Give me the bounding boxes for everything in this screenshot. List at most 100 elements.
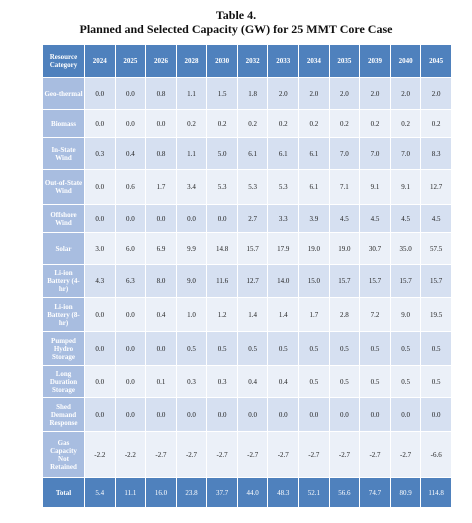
cell: 0.2 bbox=[175, 109, 208, 138]
cell: -2.7 bbox=[145, 431, 177, 478]
header-cell: 2035 bbox=[328, 44, 361, 78]
row-label: Long Duration Storage bbox=[42, 365, 85, 398]
row-label: Biomass bbox=[42, 109, 85, 138]
cell: 0.6 bbox=[114, 169, 147, 205]
cell: 0.0 bbox=[84, 331, 116, 366]
cell: 0.5 bbox=[298, 331, 330, 366]
cell: 15.7 bbox=[359, 264, 391, 298]
cell: 0.0 bbox=[84, 169, 116, 205]
cell: 1.1 bbox=[175, 77, 208, 110]
cell: 16.0 bbox=[145, 477, 177, 508]
cell: 2.0 bbox=[420, 77, 452, 110]
cell: 4.3 bbox=[84, 264, 116, 298]
cell: 11.1 bbox=[114, 477, 147, 508]
cell: 30.7 bbox=[359, 232, 391, 265]
cell: 6.1 bbox=[236, 137, 269, 170]
cell: 0.0 bbox=[84, 204, 116, 233]
cell: 5.4 bbox=[84, 477, 116, 508]
cell: 9.1 bbox=[389, 169, 422, 205]
cell: 56.6 bbox=[328, 477, 361, 508]
cell: 0.0 bbox=[389, 397, 422, 432]
cell: 0.0 bbox=[84, 297, 116, 332]
cell: 0.0 bbox=[114, 297, 147, 332]
header-cell: 2034 bbox=[298, 44, 330, 78]
cell: 80.9 bbox=[389, 477, 422, 508]
row-label: Gas Capacity Not Retained bbox=[42, 431, 85, 478]
cell: 0.0 bbox=[84, 77, 116, 110]
cell: 6.1 bbox=[298, 137, 330, 170]
cell: 0.4 bbox=[145, 297, 177, 332]
row-label: Solar bbox=[42, 232, 85, 265]
cell: 14.0 bbox=[267, 264, 300, 298]
cell: -6.6 bbox=[420, 431, 452, 478]
cell: 15.7 bbox=[420, 264, 452, 298]
cell: 1.0 bbox=[175, 297, 208, 332]
cell: 0.0 bbox=[84, 397, 116, 432]
cell: 15.7 bbox=[389, 264, 422, 298]
row-label: Total bbox=[42, 477, 85, 508]
header-cell: 2028 bbox=[175, 44, 208, 78]
cell: 0.0 bbox=[114, 77, 147, 110]
cell: 0.0 bbox=[206, 204, 238, 233]
cell: 0.4 bbox=[267, 365, 300, 398]
cell: 0.5 bbox=[420, 331, 452, 366]
cell: 0.5 bbox=[328, 365, 361, 398]
cell: 74.7 bbox=[359, 477, 391, 508]
cell: 0.5 bbox=[236, 331, 269, 366]
cell: 2.0 bbox=[267, 77, 300, 110]
cell: -2.7 bbox=[389, 431, 422, 478]
cell: 12.7 bbox=[420, 169, 452, 205]
cell: 0.0 bbox=[236, 397, 269, 432]
cell: -2.7 bbox=[236, 431, 269, 478]
cell: 0.0 bbox=[84, 365, 116, 398]
row-label: Shed Demand Response bbox=[42, 397, 85, 432]
cell: 9.1 bbox=[359, 169, 391, 205]
cell: 0.5 bbox=[359, 331, 391, 366]
table-number: Table 4. bbox=[215, 8, 257, 22]
header-row: Resource Category 2024 2025 2026 2028 2030 203… bbox=[42, 44, 452, 78]
header-cell: 2030 bbox=[206, 44, 238, 78]
cell: 0.0 bbox=[145, 109, 177, 138]
cell: 17.9 bbox=[267, 232, 300, 265]
cell: 0.0 bbox=[114, 331, 147, 366]
header-cell: 2026 bbox=[145, 44, 177, 78]
data-row: Out-of-State Wind 0.0 0.6 1.7 3.4 5.3 5.3 5.3 6.… bbox=[42, 169, 452, 205]
cell: 2.0 bbox=[328, 77, 361, 110]
cell: 0.5 bbox=[206, 331, 238, 366]
header-cell: 2033 bbox=[267, 44, 300, 78]
cell: 35.0 bbox=[389, 232, 422, 265]
cell: 57.5 bbox=[420, 232, 452, 265]
cell: 114.8 bbox=[420, 477, 452, 508]
cell: 0.3 bbox=[175, 365, 208, 398]
header-cell: 2045 bbox=[420, 44, 452, 78]
cell: 0.5 bbox=[359, 365, 391, 398]
cell: 0.0 bbox=[114, 365, 147, 398]
cell: 0.0 bbox=[175, 397, 208, 432]
cell: 0.0 bbox=[145, 331, 177, 366]
cell: 0.8 bbox=[145, 137, 177, 170]
cell: -2.2 bbox=[114, 431, 147, 478]
cell: 0.2 bbox=[298, 109, 330, 138]
cell: 9.9 bbox=[175, 232, 208, 265]
cell: 1.4 bbox=[267, 297, 300, 332]
total-row: Total 5.4 11.1 16.0 23.8 37.7 44.0 48.3 52.1 56.6… bbox=[42, 477, 452, 508]
cell: 0.0 bbox=[114, 397, 147, 432]
cell: 19.0 bbox=[328, 232, 361, 265]
cell: 4.5 bbox=[420, 204, 452, 233]
cell: -2.7 bbox=[206, 431, 238, 478]
cell: 0.2 bbox=[267, 109, 300, 138]
cell: 0.2 bbox=[359, 109, 391, 138]
cell: 2.8 bbox=[328, 297, 361, 332]
cell: 0.5 bbox=[389, 331, 422, 366]
cell: -2.7 bbox=[175, 431, 208, 478]
cell: 6.3 bbox=[114, 264, 147, 298]
cell: 5.0 bbox=[206, 137, 238, 170]
data-row: Solar 3.0 6.0 6.9 9.9 14.8 15.7 17.9 19.0 19.0 30.… bbox=[42, 232, 452, 265]
cell: 37.7 bbox=[206, 477, 238, 508]
cell: -2.7 bbox=[267, 431, 300, 478]
cell: 2.0 bbox=[298, 77, 330, 110]
cell: 0.0 bbox=[206, 397, 238, 432]
cell: 0.3 bbox=[84, 137, 116, 170]
data-row: In-State Wind 0.3 0.4 0.8 1.1 5.0 6.1 6.1 6.1 7.0… bbox=[42, 137, 452, 170]
cell: 5.3 bbox=[236, 169, 269, 205]
